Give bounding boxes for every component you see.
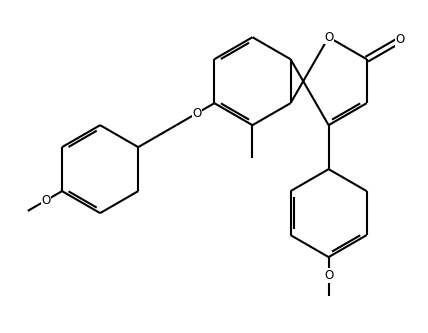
Text: O: O xyxy=(42,194,51,207)
Text: O: O xyxy=(193,107,202,120)
Text: O: O xyxy=(324,269,333,282)
Text: O: O xyxy=(324,31,333,44)
Text: O: O xyxy=(395,33,405,46)
